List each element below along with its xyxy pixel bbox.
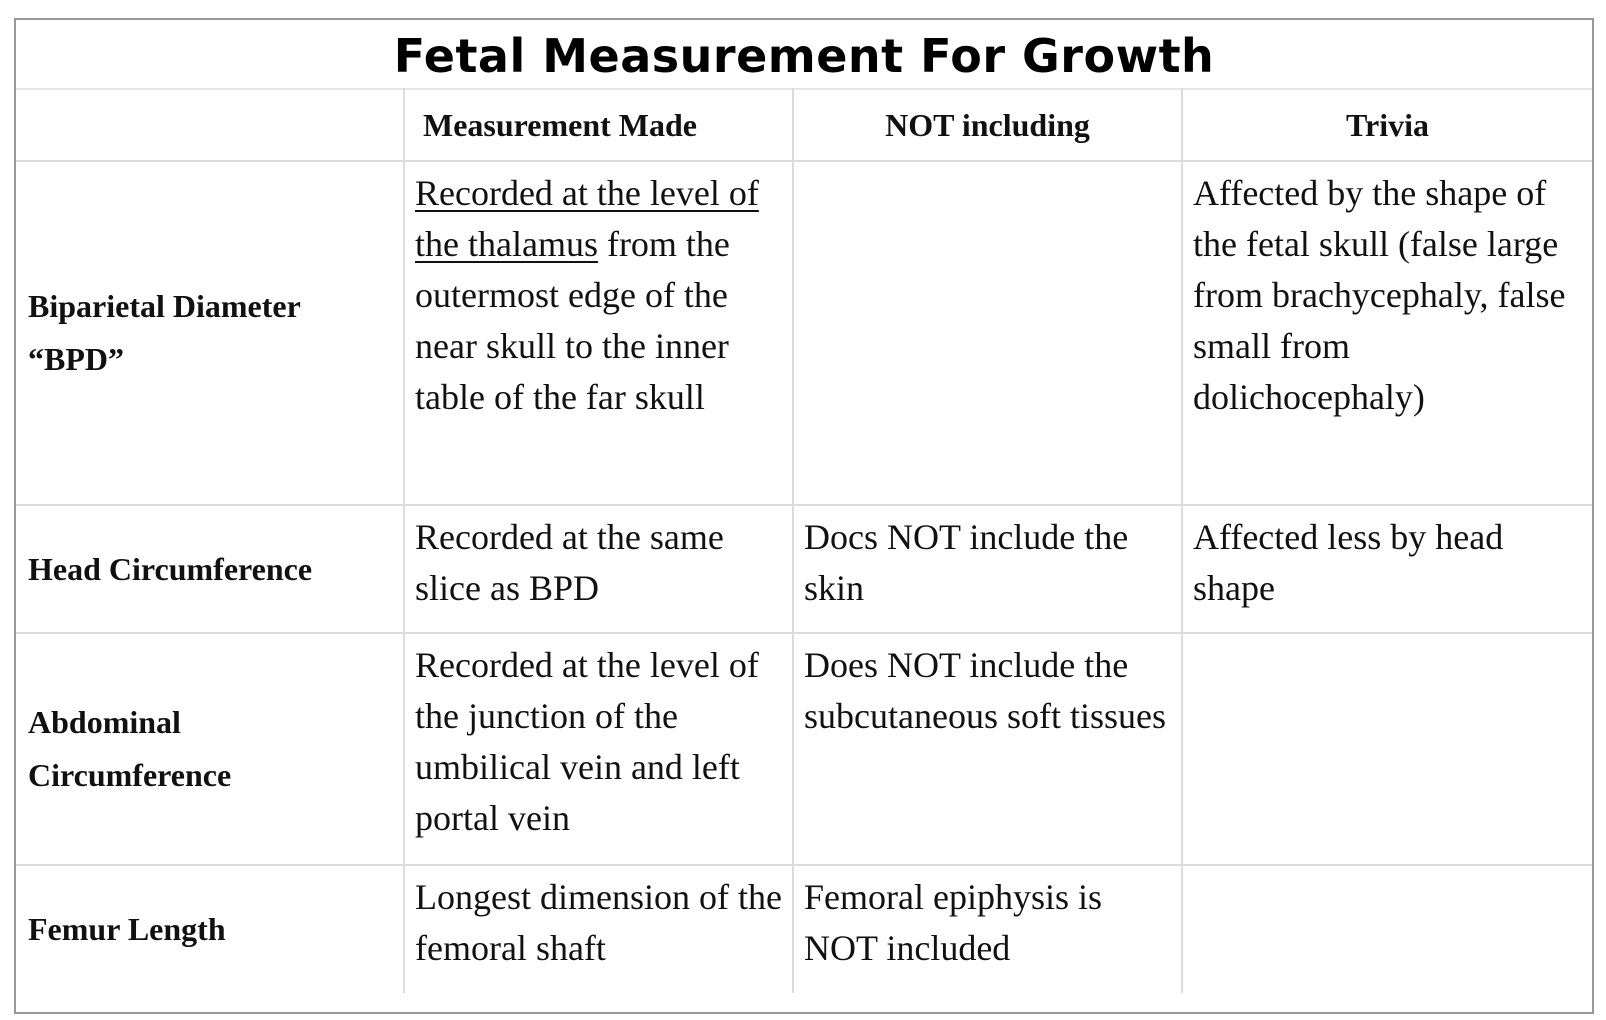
measurement-table-sheet: Fetal Measurement For Growth Measurement… [14,18,1594,1014]
row-label-bpd: Biparietal Diameter “BPD” [16,160,405,506]
header-measurement-made: Measurement Made [403,88,794,162]
trivia-cell-hc: Affected less by head shape [1181,504,1592,634]
header-empty-cell [16,88,405,162]
row-label-line: Femur Length [28,911,226,947]
row-label-head-circumference: Head Circumference [16,504,405,634]
header-trivia: Trivia [1181,88,1592,162]
measurement-cell-bpd: Recorded at the level of the thalamus fr… [403,160,794,506]
table-row: Head Circumference Recorded at the same … [16,504,1592,634]
table-row: Femur Length Longest dimension of the fe… [16,864,1592,993]
not-including-cell-bpd [792,160,1183,506]
trivia-cell-fl [1181,864,1592,993]
measurement-cell-fl: Longest dimension of the femoral shaft [403,864,794,993]
trivia-cell-bpd: Affected by the shape of the fetal skull… [1181,160,1592,506]
row-label-femur-length: Femur Length [16,864,405,993]
row-label-line: Biparietal Diameter [28,288,301,324]
row-label-line: “BPD” [28,341,124,377]
table-row: Abdominal Circumference Recorded at the … [16,632,1592,866]
not-including-cell-ac: Does NOT include the subcutaneous soft t… [792,632,1183,866]
header-not-including: NOT including [792,88,1183,162]
underlined-text: Recorded at the level of the thalamus [415,173,759,264]
row-label-abdominal-circumference: Abdominal Circumference [16,632,405,866]
header-row: Measurement Made NOT including Trivia [16,88,1592,162]
row-label-line: Head Circumference [28,550,313,587]
fetal-measurement-table: Measurement Made NOT including Trivia Bi… [16,88,1592,993]
measurement-cell-ac: Recorded at the level of the junction of… [403,632,794,866]
table-row: Biparietal Diameter “BPD” Recorded at th… [16,160,1592,506]
measurement-cell-hc: Recorded at the same slice as BPD [403,504,794,634]
not-including-cell-fl: Femoral epiphysis is NOT included [792,864,1183,993]
table-title: Fetal Measurement For Growth [393,29,1215,83]
row-label-line: Circumference [28,757,232,793]
trivia-cell-ac [1181,632,1592,866]
not-including-cell-hc: Docs NOT include the skin [792,504,1183,634]
row-label-line: Abdominal [28,704,181,740]
measurement-text: from the outermost edge of the near skul… [415,224,730,417]
